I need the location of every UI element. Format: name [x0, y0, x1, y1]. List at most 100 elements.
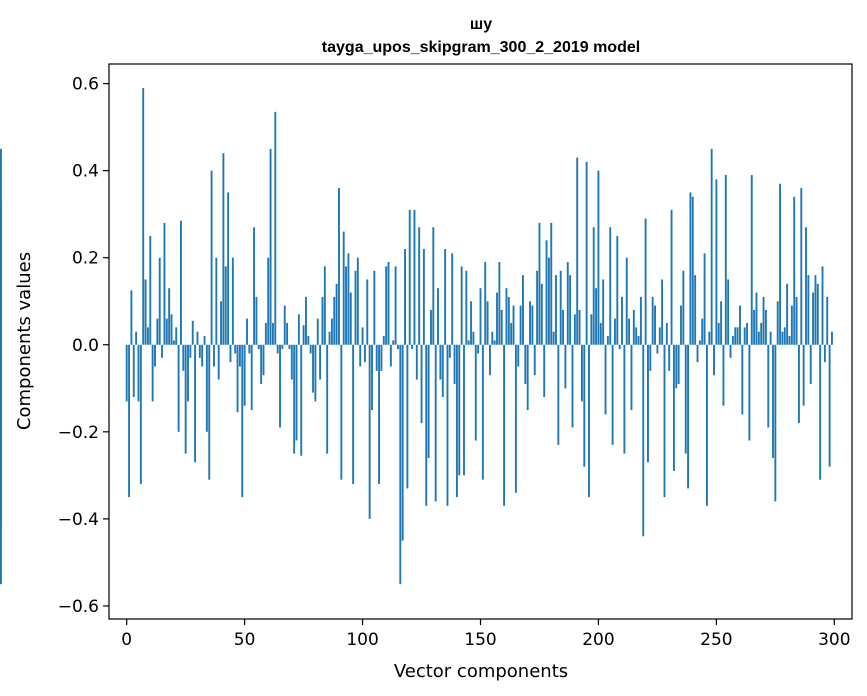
bar — [361, 327, 364, 345]
bar — [585, 161, 588, 345]
bar — [319, 344, 322, 380]
bar — [578, 309, 581, 345]
bar — [812, 292, 815, 345]
bar — [401, 344, 404, 541]
bar — [335, 283, 338, 345]
bar — [677, 344, 680, 384]
bar — [397, 344, 399, 350]
bar — [604, 344, 607, 415]
bar — [187, 344, 189, 402]
bar — [137, 344, 140, 402]
bar — [356, 257, 359, 345]
bar — [158, 257, 161, 345]
bar — [425, 344, 428, 506]
bar — [302, 325, 305, 345]
bar — [746, 323, 748, 345]
bar — [342, 231, 345, 345]
bar — [234, 344, 237, 354]
bar — [144, 279, 147, 345]
bar — [172, 340, 175, 345]
bar — [722, 344, 725, 406]
bar — [267, 257, 270, 345]
bar — [352, 344, 355, 485]
bar — [538, 222, 541, 345]
bar — [382, 336, 385, 345]
bar — [724, 175, 727, 345]
bar — [135, 331, 138, 345]
bar — [647, 344, 649, 463]
bar — [826, 296, 829, 345]
bar — [590, 314, 593, 345]
bar — [514, 344, 517, 493]
bar — [764, 309, 767, 345]
bar — [295, 344, 298, 441]
bar — [163, 222, 166, 345]
bar — [635, 327, 638, 345]
bar — [713, 344, 715, 376]
bar — [213, 344, 215, 367]
bar — [687, 344, 690, 489]
bar — [253, 227, 256, 345]
bar — [779, 183, 782, 345]
bar — [411, 344, 414, 350]
bar — [224, 266, 227, 345]
bar — [246, 318, 248, 345]
bar — [455, 344, 458, 498]
bar — [189, 344, 192, 358]
bar — [743, 327, 746, 345]
bar — [479, 288, 482, 345]
bar — [672, 344, 675, 471]
bar — [696, 344, 699, 363]
bar — [618, 344, 621, 350]
bar — [288, 344, 291, 350]
bar — [644, 218, 647, 345]
y-tick-label: −0.4 — [58, 510, 99, 530]
bar — [300, 344, 303, 456]
bar — [279, 344, 281, 428]
bar — [470, 301, 473, 345]
bar — [430, 309, 432, 345]
bar — [729, 344, 732, 358]
bar — [149, 235, 152, 345]
bar — [512, 305, 515, 345]
bar — [229, 344, 232, 363]
bar — [793, 196, 796, 345]
bar — [175, 327, 178, 345]
bar — [241, 344, 244, 498]
bar — [444, 249, 447, 345]
bar — [177, 344, 180, 432]
bar — [439, 344, 442, 380]
bar — [238, 344, 241, 367]
bar — [731, 336, 734, 345]
bar — [776, 301, 779, 345]
bar — [161, 344, 164, 358]
bar — [243, 344, 246, 406]
bar — [630, 344, 633, 411]
bar — [217, 344, 220, 380]
bar — [380, 344, 383, 371]
bar — [790, 305, 793, 345]
bar — [385, 266, 388, 345]
bar — [717, 323, 720, 345]
bar — [132, 344, 135, 397]
bar — [734, 327, 737, 345]
bar — [250, 344, 253, 411]
y-tick-label: −0.2 — [58, 423, 99, 443]
bar — [170, 314, 173, 345]
bar — [453, 344, 456, 384]
bar — [139, 344, 142, 485]
x-tick-label: 250 — [700, 630, 732, 650]
bar — [142, 87, 145, 345]
bar — [156, 318, 159, 345]
bar — [505, 288, 508, 345]
bar — [658, 327, 661, 345]
bar — [703, 253, 706, 345]
bar — [307, 336, 310, 345]
bar — [614, 318, 616, 345]
bar — [642, 344, 645, 537]
bar — [821, 266, 824, 345]
bar — [665, 323, 668, 345]
x-axis: 0 50 100 150 200 250 300 — [121, 619, 851, 650]
bar — [276, 344, 279, 354]
